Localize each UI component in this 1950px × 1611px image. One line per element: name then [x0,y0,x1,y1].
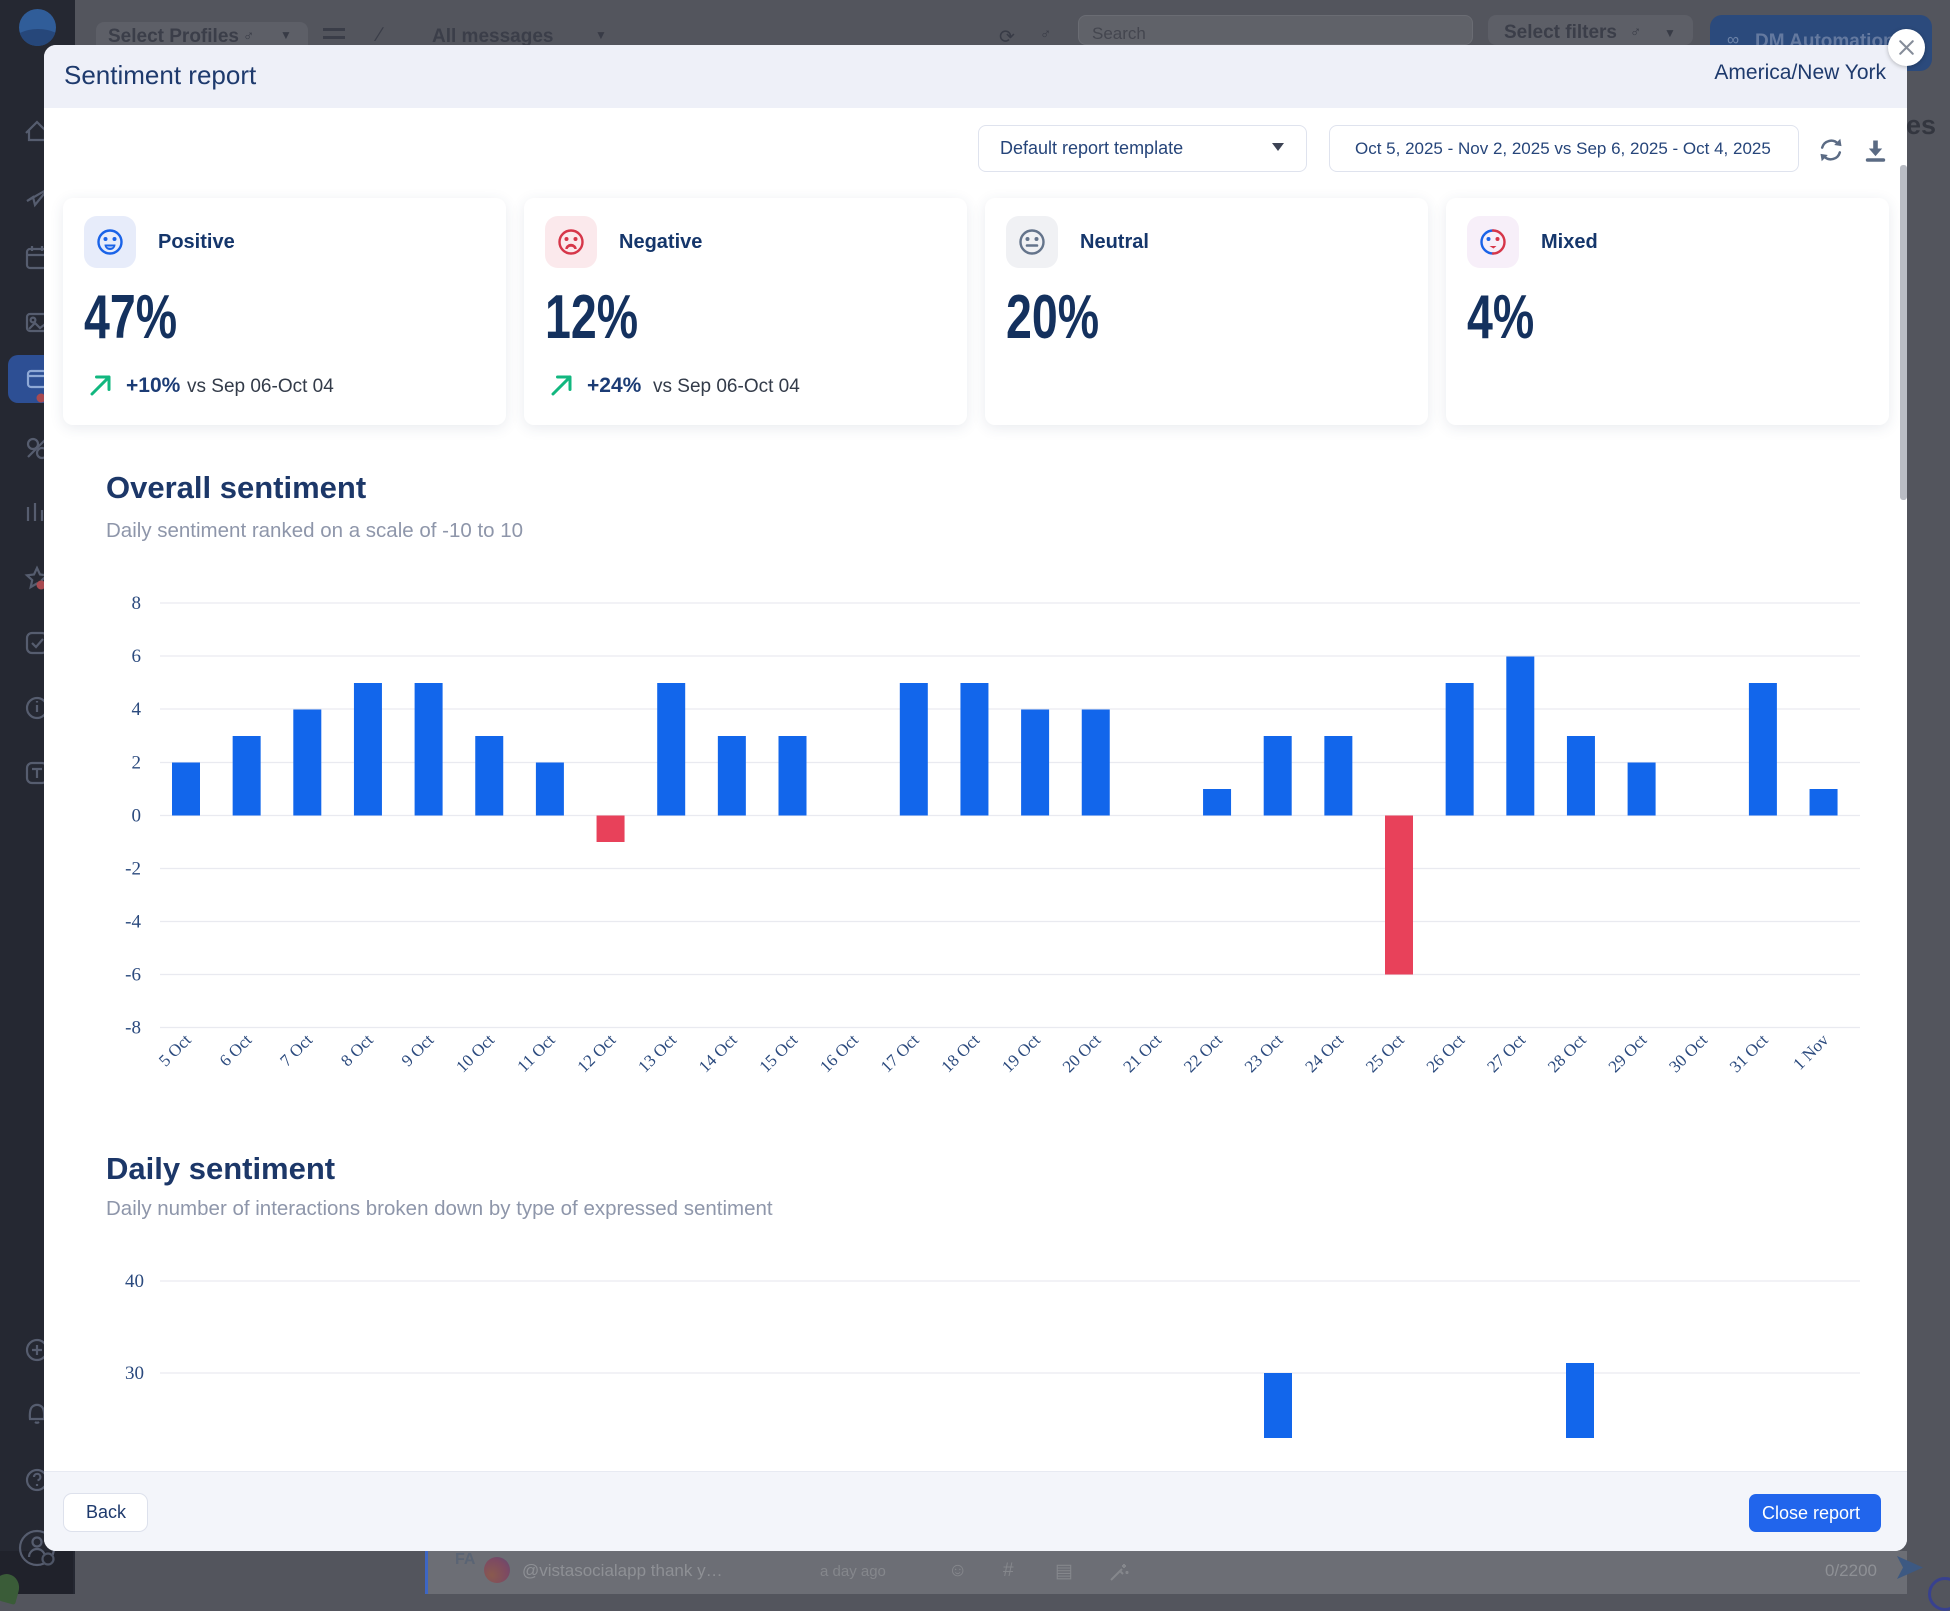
svg-text:28 Oct: 28 Oct [1544,1030,1590,1076]
svg-text:5 Oct: 5 Oct [155,1030,195,1070]
svg-text:-6: -6 [125,965,141,986]
svg-text:15 Oct: 15 Oct [756,1030,802,1076]
svg-text:13 Oct: 13 Oct [634,1030,680,1076]
svg-text:-8: -8 [125,1018,141,1039]
svg-text:22 Oct: 22 Oct [1180,1030,1226,1076]
svg-text:9 Oct: 9 Oct [398,1030,438,1070]
svg-text:0: 0 [132,806,142,827]
svg-text:6 Oct: 6 Oct [216,1030,256,1070]
svg-text:25 Oct: 25 Oct [1362,1030,1408,1076]
svg-text:31 Oct: 31 Oct [1726,1030,1772,1076]
svg-text:24 Oct: 24 Oct [1301,1030,1347,1076]
svg-text:17 Oct: 17 Oct [877,1030,923,1076]
svg-text:20 Oct: 20 Oct [1059,1030,1105,1076]
svg-text:23 Oct: 23 Oct [1241,1030,1287,1076]
svg-text:6: 6 [132,646,142,667]
svg-text:21 Oct: 21 Oct [1119,1030,1165,1076]
svg-text:26 Oct: 26 Oct [1423,1030,1469,1076]
svg-text:10 Oct: 10 Oct [452,1030,498,1076]
svg-text:16 Oct: 16 Oct [816,1030,862,1076]
svg-text:8 Oct: 8 Oct [337,1030,377,1070]
svg-text:40: 40 [125,1271,144,1292]
svg-text:30: 30 [125,1363,144,1384]
svg-text:-4: -4 [125,912,141,933]
svg-text:8: 8 [132,593,142,614]
svg-text:18 Oct: 18 Oct [937,1030,983,1076]
svg-text:30 Oct: 30 Oct [1665,1030,1711,1076]
svg-text:12 Oct: 12 Oct [574,1030,620,1076]
svg-text:29 Oct: 29 Oct [1605,1030,1651,1076]
svg-text:1 Nov: 1 Nov [1789,1030,1833,1074]
svg-text:27 Oct: 27 Oct [1483,1030,1529,1076]
svg-text:2: 2 [132,753,142,774]
svg-text:-2: -2 [125,859,141,880]
svg-text:7 Oct: 7 Oct [276,1030,316,1070]
svg-text:11 Oct: 11 Oct [513,1030,559,1076]
svg-text:14 Oct: 14 Oct [695,1030,741,1076]
svg-text:4: 4 [132,699,142,720]
svg-text:19 Oct: 19 Oct [998,1030,1044,1076]
